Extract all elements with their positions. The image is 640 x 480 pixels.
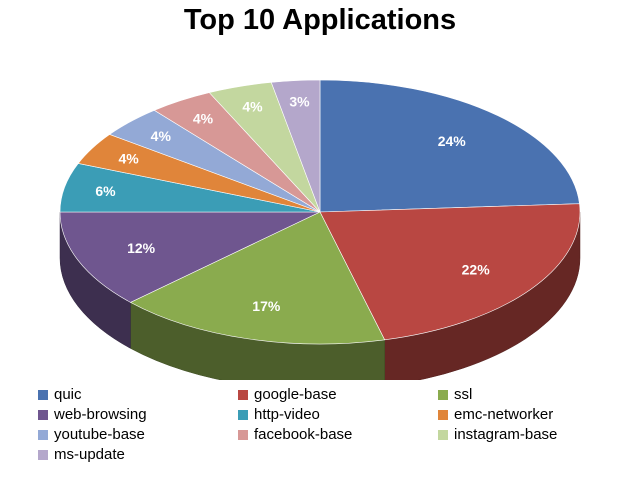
legend-item-instagram-base: instagram-base — [438, 426, 618, 443]
legend-label: emc-networker — [454, 406, 554, 423]
chart-title: Top 10 Applications — [183, 4, 457, 36]
slice-label-google-base: 22% — [462, 261, 491, 277]
slice-label-ssl: 17% — [252, 298, 281, 314]
legend-label: web-browsing — [54, 406, 147, 423]
legend-item-emc-networker: emc-networker — [438, 406, 618, 423]
slice-label-instagram-base: 4% — [242, 99, 263, 115]
legend-label: ssl — [454, 386, 473, 403]
slice-label-web-browsing: 12% — [127, 240, 156, 256]
legend-swatch — [238, 429, 248, 440]
legend-label: instagram-base — [454, 426, 558, 443]
legend-swatch — [238, 389, 248, 400]
legend-label: quic — [54, 386, 82, 403]
slice-label-emc-networker: 4% — [118, 151, 139, 167]
legend-swatch — [438, 409, 448, 420]
pie-slice-ms-update — [270, 79, 321, 213]
legend-item-youtube-base: youtube-base — [38, 426, 238, 443]
slice-label-ms-update: 3% — [289, 94, 310, 110]
legend-swatch — [438, 389, 448, 400]
slice-label-facebook-base: 4% — [193, 110, 214, 126]
pie-slice-ssl — [129, 211, 386, 345]
pie-slice-quic — [319, 79, 580, 213]
legend-item-quic: quic — [38, 386, 238, 403]
legend-item-facebook-base: facebook-base — [238, 426, 438, 443]
legend: quic google-base ssl web-browsing http-video… — [38, 386, 618, 463]
legend-swatch — [38, 429, 48, 440]
slice-label-quic: 24% — [438, 133, 467, 149]
legend-item-ms-update: ms-update — [38, 446, 238, 463]
legend-item-google-base: google-base — [238, 386, 438, 403]
legend-swatch — [38, 449, 48, 460]
legend-item-http-video: http-video — [238, 406, 438, 423]
legend-label: google-base — [254, 386, 337, 403]
legend-label: http-video — [254, 406, 320, 423]
legend-swatch — [38, 389, 48, 400]
legend-label: facebook-base — [254, 426, 353, 443]
legend-item-web-browsing: web-browsing — [38, 406, 238, 423]
legend-swatch — [438, 429, 448, 440]
pie-tops — [59, 79, 581, 345]
legend-label: youtube-base — [54, 426, 145, 443]
pie-labels: 24%22%17%12%6%4%4%4%4% 3% — [95, 94, 490, 314]
legend-swatch — [38, 409, 48, 420]
legend-item-ssl: ssl — [438, 386, 618, 403]
pie-slice-google-base — [319, 203, 581, 341]
legend-label: ms-update — [54, 446, 125, 463]
slice-label-youtube-base: 4% — [151, 128, 172, 144]
pie-slice-web-browsing — [59, 211, 321, 303]
legend-swatch — [238, 409, 248, 420]
pie-chart: 24%22%17%12%6%4%4%4%4% 3% — [59, 79, 581, 380]
slice-label-http-video: 6% — [95, 183, 116, 199]
